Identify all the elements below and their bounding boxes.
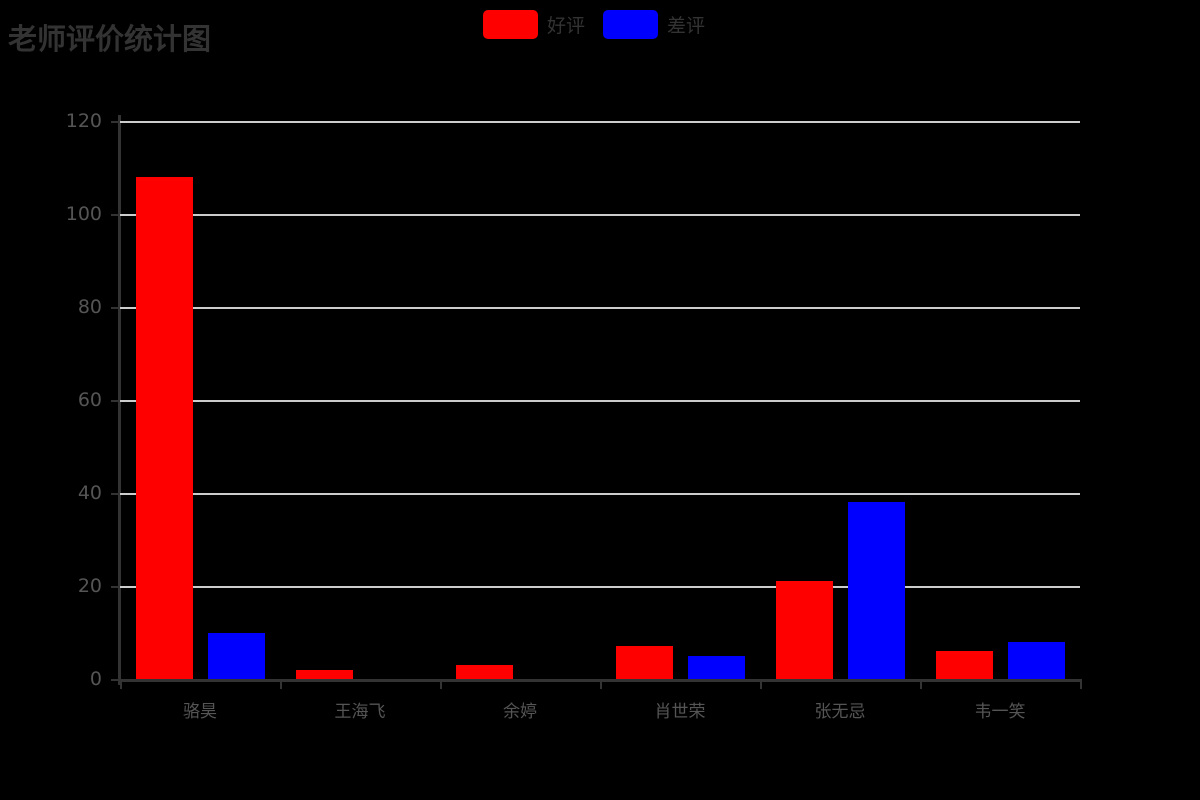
bar-好评-骆昊[interactable] xyxy=(135,176,193,679)
bar-好评-肖世荣[interactable] xyxy=(615,646,673,679)
bar-好评-张无忌[interactable] xyxy=(775,581,833,679)
chart-legend: 好评 差评 xyxy=(483,10,705,39)
x-tick-label: 余婷 xyxy=(503,702,537,722)
x-tick-label: 骆昊 xyxy=(183,702,217,722)
x-tick-mark xyxy=(760,679,762,689)
legend-label-negative: 差评 xyxy=(667,15,706,37)
x-tick-mark xyxy=(120,679,122,689)
x-tick-mark xyxy=(920,679,922,689)
chart-title: 老师评价统计图 xyxy=(8,22,212,56)
x-tick-label: 韦一笑 xyxy=(974,702,1026,722)
bar-差评-肖世荣[interactable] xyxy=(687,655,745,679)
legend-swatch-icon xyxy=(603,10,659,39)
y-tick-mark xyxy=(111,679,120,681)
bar-好评-余婷[interactable] xyxy=(455,665,513,679)
y-tick-label: 100 xyxy=(65,203,102,225)
y-tick-label: 60 xyxy=(77,389,102,411)
y-tick-label: 0 xyxy=(89,668,102,690)
gridline xyxy=(120,121,1080,123)
legend-item-positive[interactable]: 好评 xyxy=(483,10,585,39)
y-tick-label: 20 xyxy=(77,575,102,597)
bar-差评-韦一笑[interactable] xyxy=(1007,641,1065,679)
bar-好评-韦一笑[interactable] xyxy=(935,651,993,679)
legend-label-positive: 好评 xyxy=(547,15,586,37)
y-tick-label: 40 xyxy=(77,482,102,504)
gridline xyxy=(120,214,1080,216)
legend-item-negative[interactable]: 差评 xyxy=(603,10,705,39)
plot-area xyxy=(120,121,1080,679)
y-tick-mark xyxy=(111,214,120,216)
y-tick-mark xyxy=(111,121,120,123)
bar-差评-骆昊[interactable] xyxy=(207,632,265,679)
y-tick-label: 120 xyxy=(65,110,102,132)
bar-差评-张无忌[interactable] xyxy=(847,502,905,679)
x-tick-mark xyxy=(440,679,442,689)
gridline xyxy=(120,586,1080,588)
legend-swatch-icon xyxy=(483,10,538,39)
gridline xyxy=(120,307,1080,309)
y-tick-label: 80 xyxy=(77,296,102,318)
x-tick-mark xyxy=(1080,679,1082,689)
bar-好评-王海飞[interactable] xyxy=(295,669,353,679)
x-tick-label: 肖世荣 xyxy=(654,702,706,722)
x-tick-mark xyxy=(600,679,602,689)
gridline xyxy=(120,400,1080,402)
y-tick-mark xyxy=(111,586,120,588)
x-tick-mark xyxy=(280,679,282,689)
x-tick-label: 王海飞 xyxy=(334,702,386,722)
y-tick-mark xyxy=(111,493,120,495)
y-tick-mark xyxy=(111,307,120,309)
y-tick-mark xyxy=(111,400,120,402)
x-tick-label: 张无忌 xyxy=(814,702,866,722)
gridline xyxy=(120,493,1080,495)
